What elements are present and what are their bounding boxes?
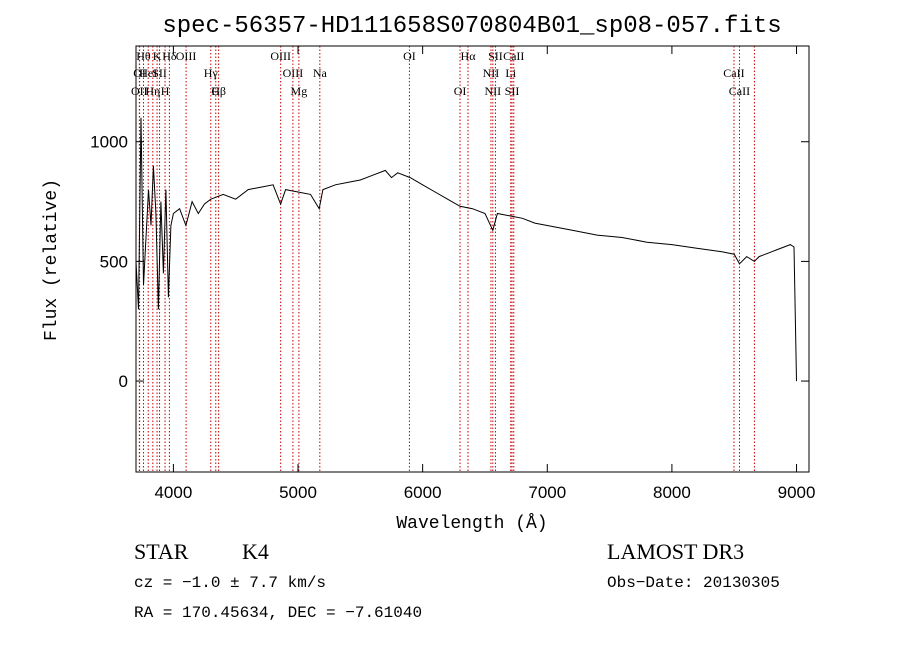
spectrum-line <box>135 117 797 382</box>
marker-label: Hγ <box>204 66 219 80</box>
spectrum-series <box>135 117 797 382</box>
marker-label: NII <box>484 84 501 98</box>
marker-label: OI <box>403 49 416 63</box>
marker-label: NII <box>483 66 500 80</box>
marker-label: Hη <box>145 84 160 98</box>
marker-label: SII <box>488 49 503 63</box>
marker-label: OIII <box>283 66 304 80</box>
chart-title: spec-56357-HD111658S070804B01_sp08-057.f… <box>162 13 781 40</box>
x-tick-label: 7000 <box>528 483 566 502</box>
marker-label: H <box>161 84 170 98</box>
x-tick-label: 6000 <box>404 483 442 502</box>
redshift-velocity: cz = −1.0 ± 7.7 km/s <box>134 574 327 592</box>
marker-label: SII <box>152 66 167 80</box>
marker-label: Hδ <box>162 49 177 63</box>
x-tick-label: 5000 <box>279 483 317 502</box>
x-axis-ticks: 4000 5000 6000 7000 8000 9000 <box>154 46 815 502</box>
y-tick-label: 0 <box>119 372 128 391</box>
observation-date: Obs−Date: 20130305 <box>607 574 780 592</box>
marker-label: OIII <box>176 49 197 63</box>
plot-frame <box>135 45 810 473</box>
marker-label: Li <box>505 66 516 80</box>
marker-label: CaII <box>723 66 744 80</box>
object-subclass: K4 <box>242 539 269 564</box>
marker-label: K <box>153 49 162 63</box>
x-tick-label: 4000 <box>154 483 192 502</box>
survey-name: LAMOST DR3 <box>607 539 745 564</box>
marker-label: CaII <box>729 84 750 98</box>
marker-label: HeI <box>139 66 157 80</box>
marker-label: G <box>211 84 220 98</box>
y-tick-label: 500 <box>100 252 128 271</box>
x-tick-label: 9000 <box>778 483 816 502</box>
marker-label: Hα <box>461 49 477 63</box>
emission-line-markers <box>138 46 755 472</box>
x-axis-label: Wavelength (Å) <box>396 513 547 534</box>
marker-label: Mg <box>291 84 308 98</box>
marker-label: Hθ <box>136 49 151 63</box>
coordinates: RA = 170.45634, DEC = −7.61040 <box>134 604 423 622</box>
y-axis-ticks: 0 500 1000 <box>90 133 809 391</box>
y-tick-label: 1000 <box>90 133 128 152</box>
marker-label: CaII <box>503 49 524 63</box>
object-class: STAR <box>134 539 189 564</box>
marker-label: OIII <box>270 49 291 63</box>
marker-label: SII <box>505 84 520 98</box>
marker-label: OII <box>131 84 148 98</box>
marker-label: OI <box>454 84 467 98</box>
marker-label: Na <box>313 66 328 80</box>
y-axis-label: Flux (relative) <box>42 179 62 341</box>
marker-label: Hβ <box>211 84 226 98</box>
x-tick-label: 8000 <box>653 483 691 502</box>
